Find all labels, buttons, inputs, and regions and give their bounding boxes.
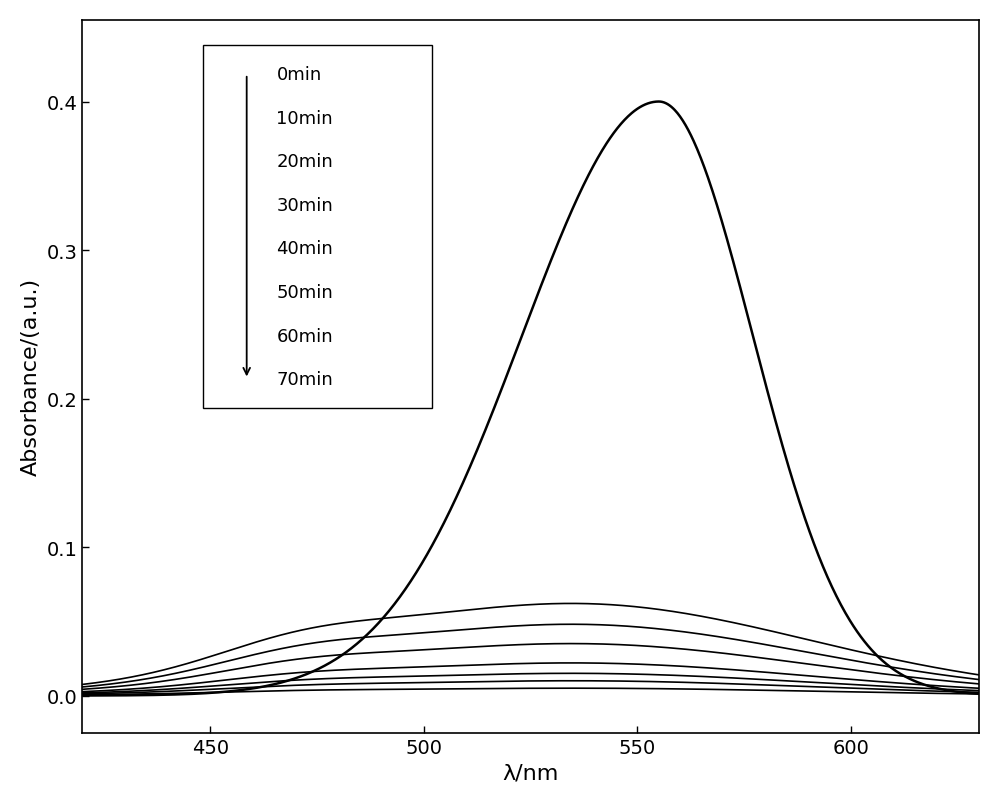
Y-axis label: Absorbance/(a.u.): Absorbance/(a.u.) <box>21 278 41 475</box>
X-axis label: λ/nm: λ/nm <box>502 762 559 782</box>
